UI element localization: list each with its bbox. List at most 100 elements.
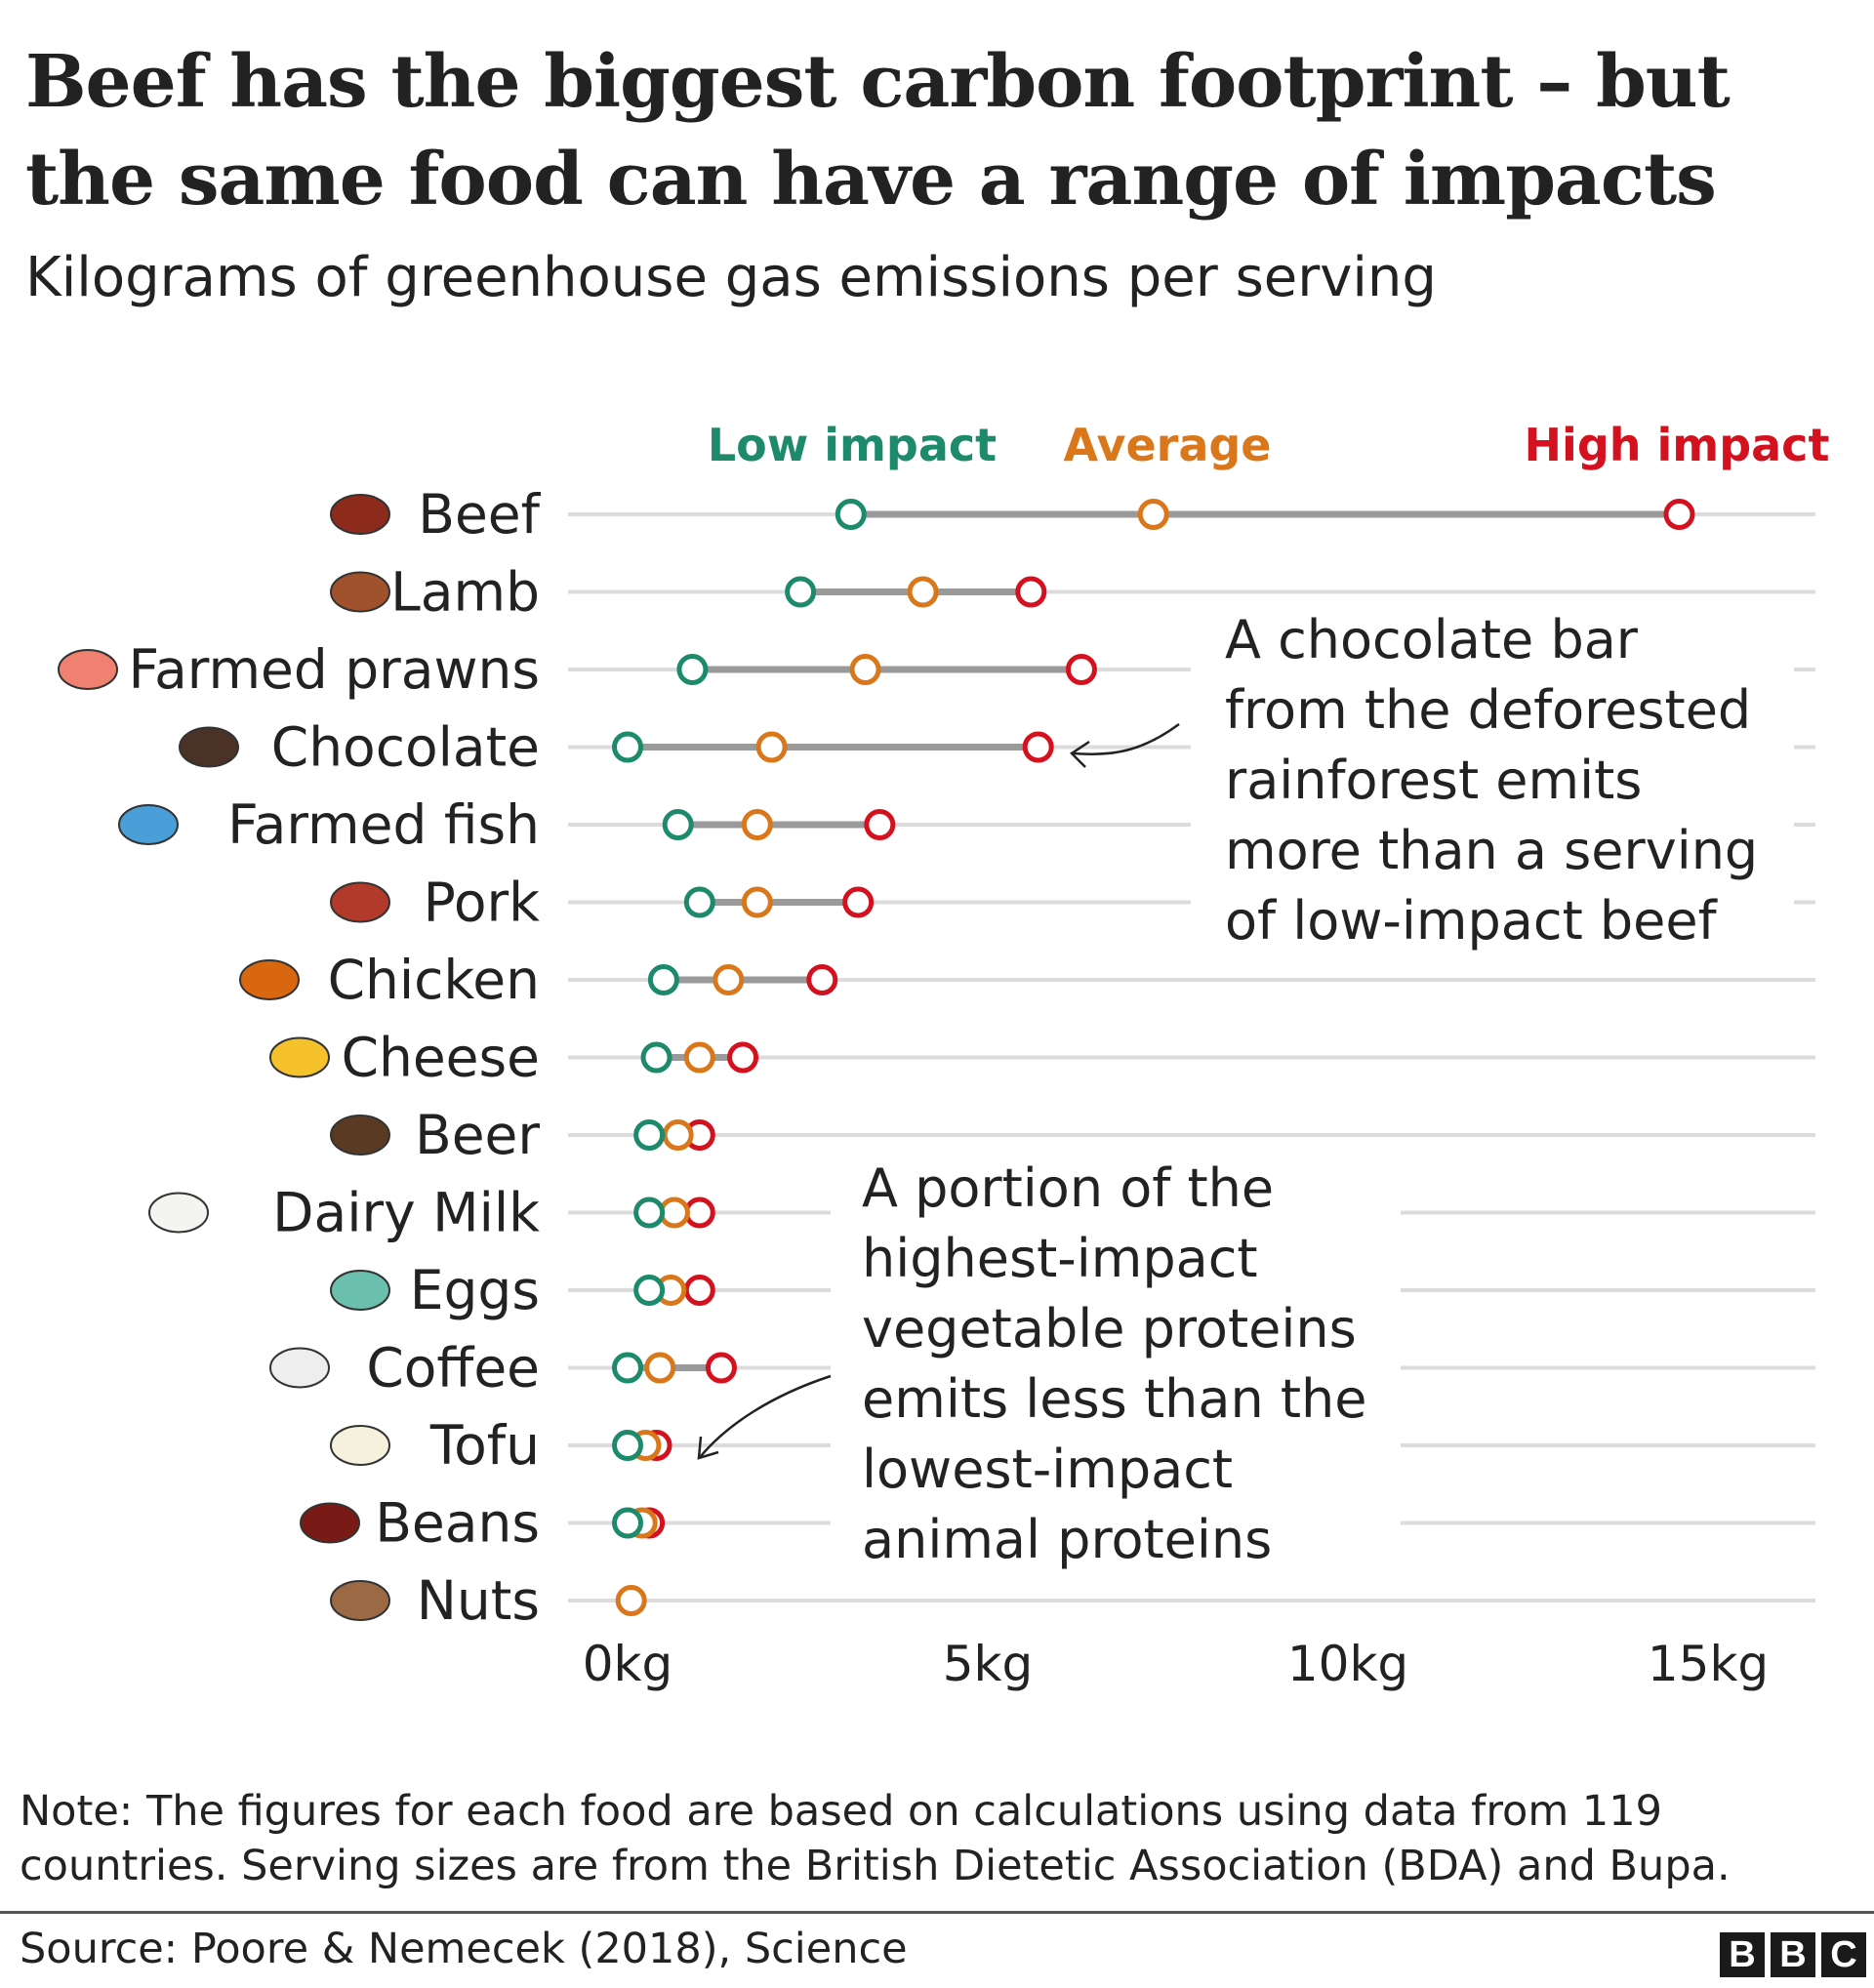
row-label: Beef — [418, 483, 541, 546]
row-lamb: Lamb — [330, 561, 1815, 624]
divider — [0, 1911, 1874, 1914]
point-average — [615, 1585, 647, 1616]
x-tick-label: 10kg — [1287, 1636, 1408, 1692]
point-average — [644, 1352, 676, 1384]
row-farmed-prawns: Farmed prawns — [58, 638, 1815, 701]
legend-high: High impact — [1525, 419, 1830, 471]
row-label: Coffee — [366, 1337, 540, 1400]
chart-title: Beef has the biggest carbon footprint – … — [25, 33, 1731, 228]
row-label: Cheese — [342, 1027, 540, 1089]
logo-letter: B — [1720, 1932, 1765, 1977]
annotation-arrow — [1073, 722, 1180, 756]
beer-bottle-icon — [330, 1115, 390, 1156]
row-nuts: Nuts — [330, 1569, 1815, 1632]
arrowhead — [1070, 740, 1090, 768]
point-high — [1663, 499, 1695, 530]
row-farmed-fish: Farmed fish — [118, 793, 1815, 856]
row-dairy-milk: Dairy Milk — [148, 1182, 1815, 1244]
row-label: Beer — [415, 1104, 540, 1166]
point-low — [647, 964, 679, 995]
x-tick-label: 0kg — [583, 1636, 673, 1692]
row-label: Chicken — [328, 949, 540, 1011]
row-label: Lamb — [390, 561, 540, 624]
point-low — [640, 1041, 672, 1074]
point-low — [633, 1119, 666, 1151]
point-average — [741, 809, 773, 840]
point-high — [1015, 576, 1047, 608]
legend-average: Average — [1064, 419, 1272, 471]
point-average — [849, 654, 881, 685]
point-high — [683, 1197, 715, 1229]
chart-subtitle: Kilograms of greenhouse gas emissions pe… — [25, 246, 1437, 309]
steak-icon — [330, 494, 390, 535]
row-coffee: Coffee — [269, 1337, 1815, 1400]
cheese-icon — [269, 1036, 330, 1078]
nuts-icon — [330, 1580, 390, 1621]
row-label: Farmed prawns — [129, 638, 540, 701]
point-average — [1137, 499, 1169, 530]
row-label: Pork — [424, 872, 540, 934]
row-tofu: Tofu — [330, 1414, 1815, 1477]
tofu-icon — [330, 1425, 390, 1466]
point-high — [1022, 731, 1054, 763]
logo-letter: B — [1771, 1932, 1815, 1977]
row-label: Eggs — [410, 1259, 540, 1321]
x-tick-label: 15kg — [1648, 1636, 1769, 1692]
point-low — [633, 1275, 666, 1306]
point-average — [713, 964, 745, 995]
x-tick-label: 5kg — [943, 1636, 1034, 1692]
row-eggs: Eggs — [330, 1259, 1815, 1321]
eggs-icon — [330, 1270, 390, 1311]
arrowhead — [697, 1436, 719, 1460]
row-label: Nuts — [417, 1569, 540, 1632]
row-chocolate: Chocolate — [179, 716, 1815, 779]
point-low — [612, 1352, 643, 1384]
row-label: Dairy Milk — [272, 1182, 540, 1244]
chocolate-bar-icon — [179, 726, 239, 768]
annotation-arrow — [700, 1374, 832, 1457]
annotation-chocolate: A chocolate bar from the deforested rain… — [1225, 609, 1759, 952]
point-average — [907, 576, 939, 608]
point-low — [835, 499, 867, 530]
point-low — [612, 731, 643, 763]
prawn-icon — [58, 649, 118, 690]
point-high — [727, 1041, 759, 1074]
row-beans: Beans — [300, 1492, 1815, 1555]
point-low — [633, 1197, 666, 1229]
row-pork: Pork — [330, 872, 1815, 934]
row-label: Chocolate — [271, 716, 540, 779]
point-low — [785, 576, 817, 608]
point-high — [683, 1275, 715, 1306]
coffee-cup-icon — [269, 1347, 330, 1389]
title-line-2: the same food can have a range of impact… — [25, 138, 1717, 222]
point-high — [864, 809, 896, 840]
point-high — [1065, 654, 1097, 685]
point-average — [683, 1041, 715, 1074]
point-low — [662, 809, 694, 840]
point-low — [676, 654, 709, 685]
point-high — [705, 1352, 737, 1384]
row-label: Beans — [375, 1492, 540, 1555]
point-low — [612, 1430, 643, 1461]
row-beer: Beer — [330, 1104, 1815, 1166]
annotation-vegetable-proteins: A portion of the highest-impact vegetabl… — [862, 1157, 1367, 1570]
point-average — [662, 1119, 694, 1151]
fish-icon — [118, 804, 179, 845]
point-low — [612, 1507, 643, 1539]
point-high — [842, 886, 875, 918]
row-chicken: Chicken — [239, 949, 1815, 1011]
milk-bottle-icon — [148, 1192, 209, 1234]
row-beef: Beef — [330, 483, 1815, 546]
point-average — [658, 1197, 690, 1229]
roast-chicken-icon — [239, 959, 300, 1000]
footnote: Note: The figures for each food are base… — [20, 1787, 1731, 1890]
point-average — [741, 886, 773, 918]
point-average — [755, 731, 788, 763]
row-label: Tofu — [429, 1414, 540, 1477]
legend-low: Low impact — [708, 419, 997, 471]
point-low — [683, 886, 715, 918]
source-line: Source: Poore & Nemecek (2018), Science — [20, 1925, 908, 1973]
row-label: Farmed fish — [227, 793, 540, 856]
ham-icon — [330, 881, 390, 923]
